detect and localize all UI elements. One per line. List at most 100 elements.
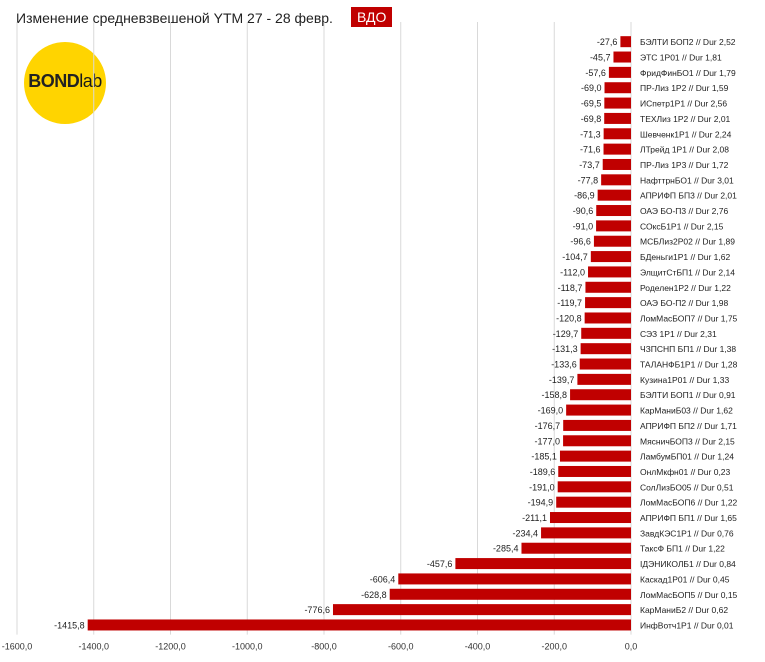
bar (559, 450, 631, 462)
bar (604, 82, 631, 94)
bar (549, 512, 631, 524)
logo-text-bond: BOND (28, 71, 80, 91)
bar (521, 542, 631, 554)
category-label: ПР-Лиз 1Р3 // Dur 1,72 (640, 160, 729, 170)
x-tick-label: -800,0 (311, 642, 337, 652)
value-label: -457,6 (427, 559, 453, 569)
category-label: БЭЛТИ БОП2 // Dur 2,52 (640, 37, 736, 47)
value-label: -77,8 (578, 175, 599, 185)
category-label: ТАЛАНФБ1Р1 // Dur 1,28 (640, 360, 738, 370)
chart-category-labels: БЭЛТИ БОП2 // Dur 2,52 ЭТС 1Р01 // Dur 1,… (640, 37, 738, 630)
category-label: ПР-Лиз 1Р2 // Dur 1,59 (640, 83, 729, 93)
value-label: -69,8 (581, 114, 602, 124)
category-label: АПРИФП БП1 // Dur 1,65 (640, 513, 737, 523)
bar (558, 465, 631, 477)
category-label: ИнфВотч1Р1 // Dur 0,01 (640, 620, 734, 630)
category-label: ЧЗПСНП БП1 // Dur 1,38 (640, 344, 736, 354)
bar (563, 419, 631, 431)
x-tick-label: 0,0 (625, 642, 638, 652)
category-label: ЗавдКЭС1Р1 // Dur 0,76 (640, 528, 734, 538)
value-label: -191,0 (529, 482, 555, 492)
value-label: -118,7 (558, 283, 583, 293)
category-label: Роделен1Р2 // Dur 1,22 (640, 283, 731, 293)
value-label: -158,8 (542, 390, 568, 400)
category-label: Кузина1Р01 // Dur 1,33 (640, 375, 729, 385)
value-label: -189,6 (530, 467, 556, 477)
value-label: -133,6 (551, 360, 577, 370)
value-label: -628,8 (361, 590, 387, 600)
bar (579, 358, 631, 370)
category-label: Шевченк1Р1 // Dur 2,24 (640, 129, 732, 139)
value-label: -45,7 (590, 53, 611, 63)
x-tick-label: -1200,0 (155, 642, 186, 652)
category-label: ЭлщитСтБП1 // Dur 2,14 (640, 267, 735, 277)
value-label: -129,7 (553, 329, 579, 339)
bar (455, 558, 631, 570)
value-label: -69,0 (581, 83, 602, 93)
category-label: СОксБ1Р1 // Dur 2,15 (640, 221, 724, 231)
category-label: АПРИФП БП3 // Dur 2,01 (640, 191, 737, 201)
bar (580, 343, 631, 355)
category-label: СЭЗ 1Р1 // Dur 2,31 (640, 329, 717, 339)
value-label: -131,3 (552, 344, 578, 354)
bar (389, 588, 631, 600)
bar (596, 220, 631, 232)
category-label: ОАЭ БО-П3 // Dur 2,76 (640, 206, 728, 216)
bar (584, 312, 631, 324)
bar (566, 404, 631, 416)
bar (604, 97, 631, 109)
bar (601, 174, 631, 186)
bar (603, 143, 631, 155)
value-label: -285,4 (493, 544, 519, 554)
value-label: -211,1 (522, 513, 547, 523)
value-label: -176,7 (535, 421, 561, 431)
category-label: МСБЛиз2Р02 // Dur 1,89 (640, 237, 735, 247)
category-label: БЭЛТИ БОП1 // Dur 0,91 (640, 390, 736, 400)
bar (590, 251, 631, 263)
bar (608, 66, 631, 78)
value-label: -194,9 (528, 498, 554, 508)
category-badge: ВДО (351, 7, 393, 27)
x-tick-label: -400,0 (465, 642, 491, 652)
category-label: Каскад1Р01 // Dur 0,45 (640, 574, 730, 584)
x-tick-label: -1600,0 (2, 642, 33, 652)
value-label: -185,1 (531, 452, 557, 462)
category-label: ЛамбумБП01 // Dur 1,24 (640, 452, 734, 462)
category-label: ФридФинБО1 // Dur 1,79 (640, 68, 736, 78)
bar (602, 158, 631, 170)
value-label: -90,6 (573, 206, 594, 216)
bondlab-logo: BONDlab (24, 42, 106, 124)
bar (585, 281, 631, 293)
bar (585, 297, 631, 309)
chart-value-labels: -27,6 -45,7 -57,6 -69,0 -69,5 -69,8 -71,3 -71,6… (54, 37, 617, 630)
category-label: ТЕХЛиз 1Р2 // Dur 2,01 (640, 114, 731, 124)
value-label: -139,7 (549, 375, 575, 385)
x-tick-label: -600,0 (388, 642, 414, 652)
bar (620, 36, 631, 48)
value-label: -69,5 (581, 99, 602, 109)
bar (577, 373, 631, 385)
bar (596, 205, 631, 217)
chart-title: Изменение средневзвешеной YTM 27 - 28 фе… (16, 10, 333, 26)
value-label: -104,7 (562, 252, 588, 262)
chart-bars (87, 36, 631, 631)
bar (604, 112, 631, 124)
bar (581, 327, 631, 339)
x-tick-label: -1400,0 (78, 642, 109, 652)
value-label: -112,0 (560, 267, 585, 277)
category-label: КарМаниБ2 // Dur 0,62 (640, 605, 728, 615)
value-label: -776,6 (304, 605, 330, 615)
category-label: ОнлМкфн01 // Dur 0,23 (640, 467, 731, 477)
x-tick-label: -1000,0 (232, 642, 263, 652)
bar (593, 235, 631, 247)
category-label: ЛомМасБОП6 // Dur 1,22 (640, 498, 738, 508)
category-label: IДЭНИКОЛБ1 // Dur 0,84 (640, 559, 736, 569)
chart-x-axis: -1600,0 -1400,0 -1200,0 -1000,0 -800,0 -600,0… (2, 642, 638, 652)
value-label: -71,6 (580, 145, 601, 155)
bar (597, 189, 631, 201)
value-label: -96,6 (570, 237, 591, 247)
category-label: МясничБОП3 // Dur 2,15 (640, 436, 735, 446)
value-label: -86,9 (574, 191, 595, 201)
bar (613, 51, 631, 63)
value-label: -120,8 (556, 313, 582, 323)
